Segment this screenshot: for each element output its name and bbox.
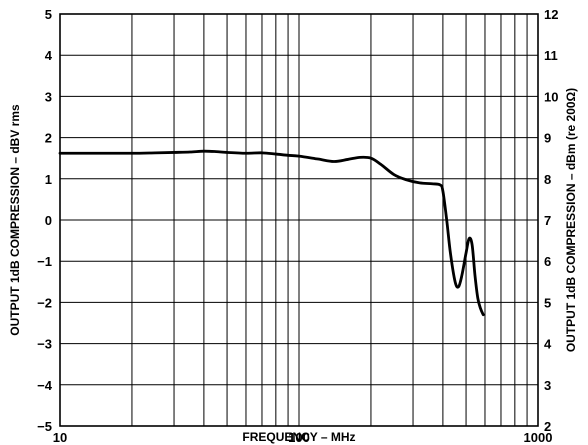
y-tick-label: 0 — [45, 213, 52, 228]
y-axis-title: OUTPUT 1dB COMPRESSION – dBV rms — [8, 104, 22, 336]
x-tick-label: 100 — [288, 430, 310, 445]
y-tick-label: −1 — [37, 254, 52, 269]
y2-tick-label: 9 — [544, 131, 551, 146]
y2-tick-label: 11 — [544, 48, 558, 63]
plot-frame — [59, 13, 539, 427]
y-tick-label: 3 — [45, 89, 52, 104]
y-tick-label: 1 — [45, 172, 52, 187]
y-tick-label: −5 — [37, 419, 52, 434]
y-tick-label: −3 — [37, 337, 52, 352]
series-line — [58, 149, 485, 317]
y2-tick-label: 2 — [544, 419, 551, 434]
y-tick-label: −2 — [37, 295, 52, 310]
grid — [60, 14, 538, 426]
y-tick-label: 4 — [45, 48, 53, 63]
left-tick-labels: 5 4 3 2 1 0 −1 −2 −3 −4 −5 — [37, 7, 53, 434]
y2-tick-label: 12 — [544, 7, 558, 22]
y2-tick-label: 7 — [544, 213, 551, 228]
y2-axis-title: OUTPUT 1dB COMPRESSION – dBm (re 200Ω) — [564, 88, 578, 352]
y-tick-label: 5 — [45, 7, 52, 22]
x-tick-label: 1000 — [524, 430, 553, 445]
y2-tick-label: 6 — [544, 254, 551, 269]
y-tick-label: 2 — [45, 131, 52, 146]
y2-tick-label: 4 — [544, 337, 552, 352]
y2-tick-label: 8 — [544, 172, 551, 187]
x-tick-label: 10 — [53, 430, 67, 445]
y2-tick-label: 10 — [544, 89, 558, 104]
right-tick-labels: 12 11 10 9 8 7 6 5 4 3 2 — [544, 7, 558, 434]
y2-tick-label: 5 — [544, 295, 551, 310]
y-tick-label: −4 — [37, 378, 53, 393]
y2-tick-label: 3 — [544, 378, 551, 393]
x-tick-labels: 10 100 1000 — [53, 430, 553, 445]
x-axis-title: FREQUENCY – MHz — [242, 430, 355, 444]
